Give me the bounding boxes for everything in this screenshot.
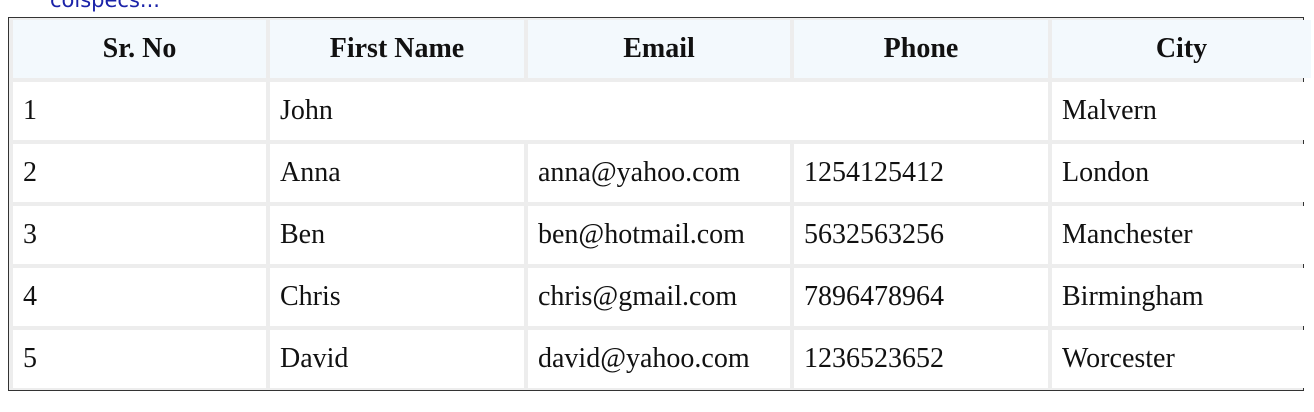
table-cell: John <box>270 82 1048 140</box>
table-body: 1 John Malvern 2 Anna anna@yahoo.com 125412541… <box>13 82 1311 388</box>
table-cell: Chris <box>270 268 524 326</box>
table-cell: 5632563256 <box>794 206 1048 264</box>
table-cell: 1254125412 <box>794 144 1048 202</box>
table-cell: David <box>270 330 524 388</box>
caption: colspecs... <box>50 0 160 12</box>
table-cell: 5 <box>13 330 266 388</box>
table-cell: david@yahoo.com <box>528 330 790 388</box>
header-row: Sr. No First Name Email Phone City <box>13 20 1311 78</box>
table-row: 1 John Malvern <box>13 82 1311 140</box>
table-cell: Worcester <box>1052 330 1311 388</box>
header-cell: Email <box>528 20 790 78</box>
header-cell: Phone <box>794 20 1048 78</box>
table-row: 3 Ben ben@hotmail.com 5632563256 Manchester <box>13 206 1311 264</box>
table-cell: London <box>1052 144 1311 202</box>
table-cell: Ben <box>270 206 524 264</box>
table-row: 4 Chris chris@gmail.com 7896478964 Birmingha… <box>13 268 1311 326</box>
table-row: 5 David david@yahoo.com 1236523652 Worcester <box>13 330 1311 388</box>
table-cell: 1 <box>13 82 266 140</box>
table-cell: 1236523652 <box>794 330 1048 388</box>
table-cell: anna@yahoo.com <box>528 144 790 202</box>
table-cell: 4 <box>13 268 266 326</box>
table-cell: Malvern <box>1052 82 1311 140</box>
table: Sr. No First Name Email Phone City 1 John Malv… <box>9 16 1314 392</box>
header-cell: First Name <box>270 20 524 78</box>
header-cell: City <box>1052 20 1311 78</box>
table-cell: Manchester <box>1052 206 1311 264</box>
table-cell: chris@gmail.com <box>528 268 790 326</box>
table-frame: Sr. No First Name Email Phone City 1 John Malv… <box>8 17 1311 391</box>
table-cell: 3 <box>13 206 266 264</box>
table-cell: 7896478964 <box>794 268 1048 326</box>
table-cell: ben@hotmail.com <box>528 206 790 264</box>
table-cell: Anna <box>270 144 524 202</box>
table-cell: Birmingham <box>1052 268 1311 326</box>
table-cell: 2 <box>13 144 266 202</box>
table-row: 2 Anna anna@yahoo.com 1254125412 London <box>13 144 1311 202</box>
header-cell: Sr. No <box>13 20 266 78</box>
